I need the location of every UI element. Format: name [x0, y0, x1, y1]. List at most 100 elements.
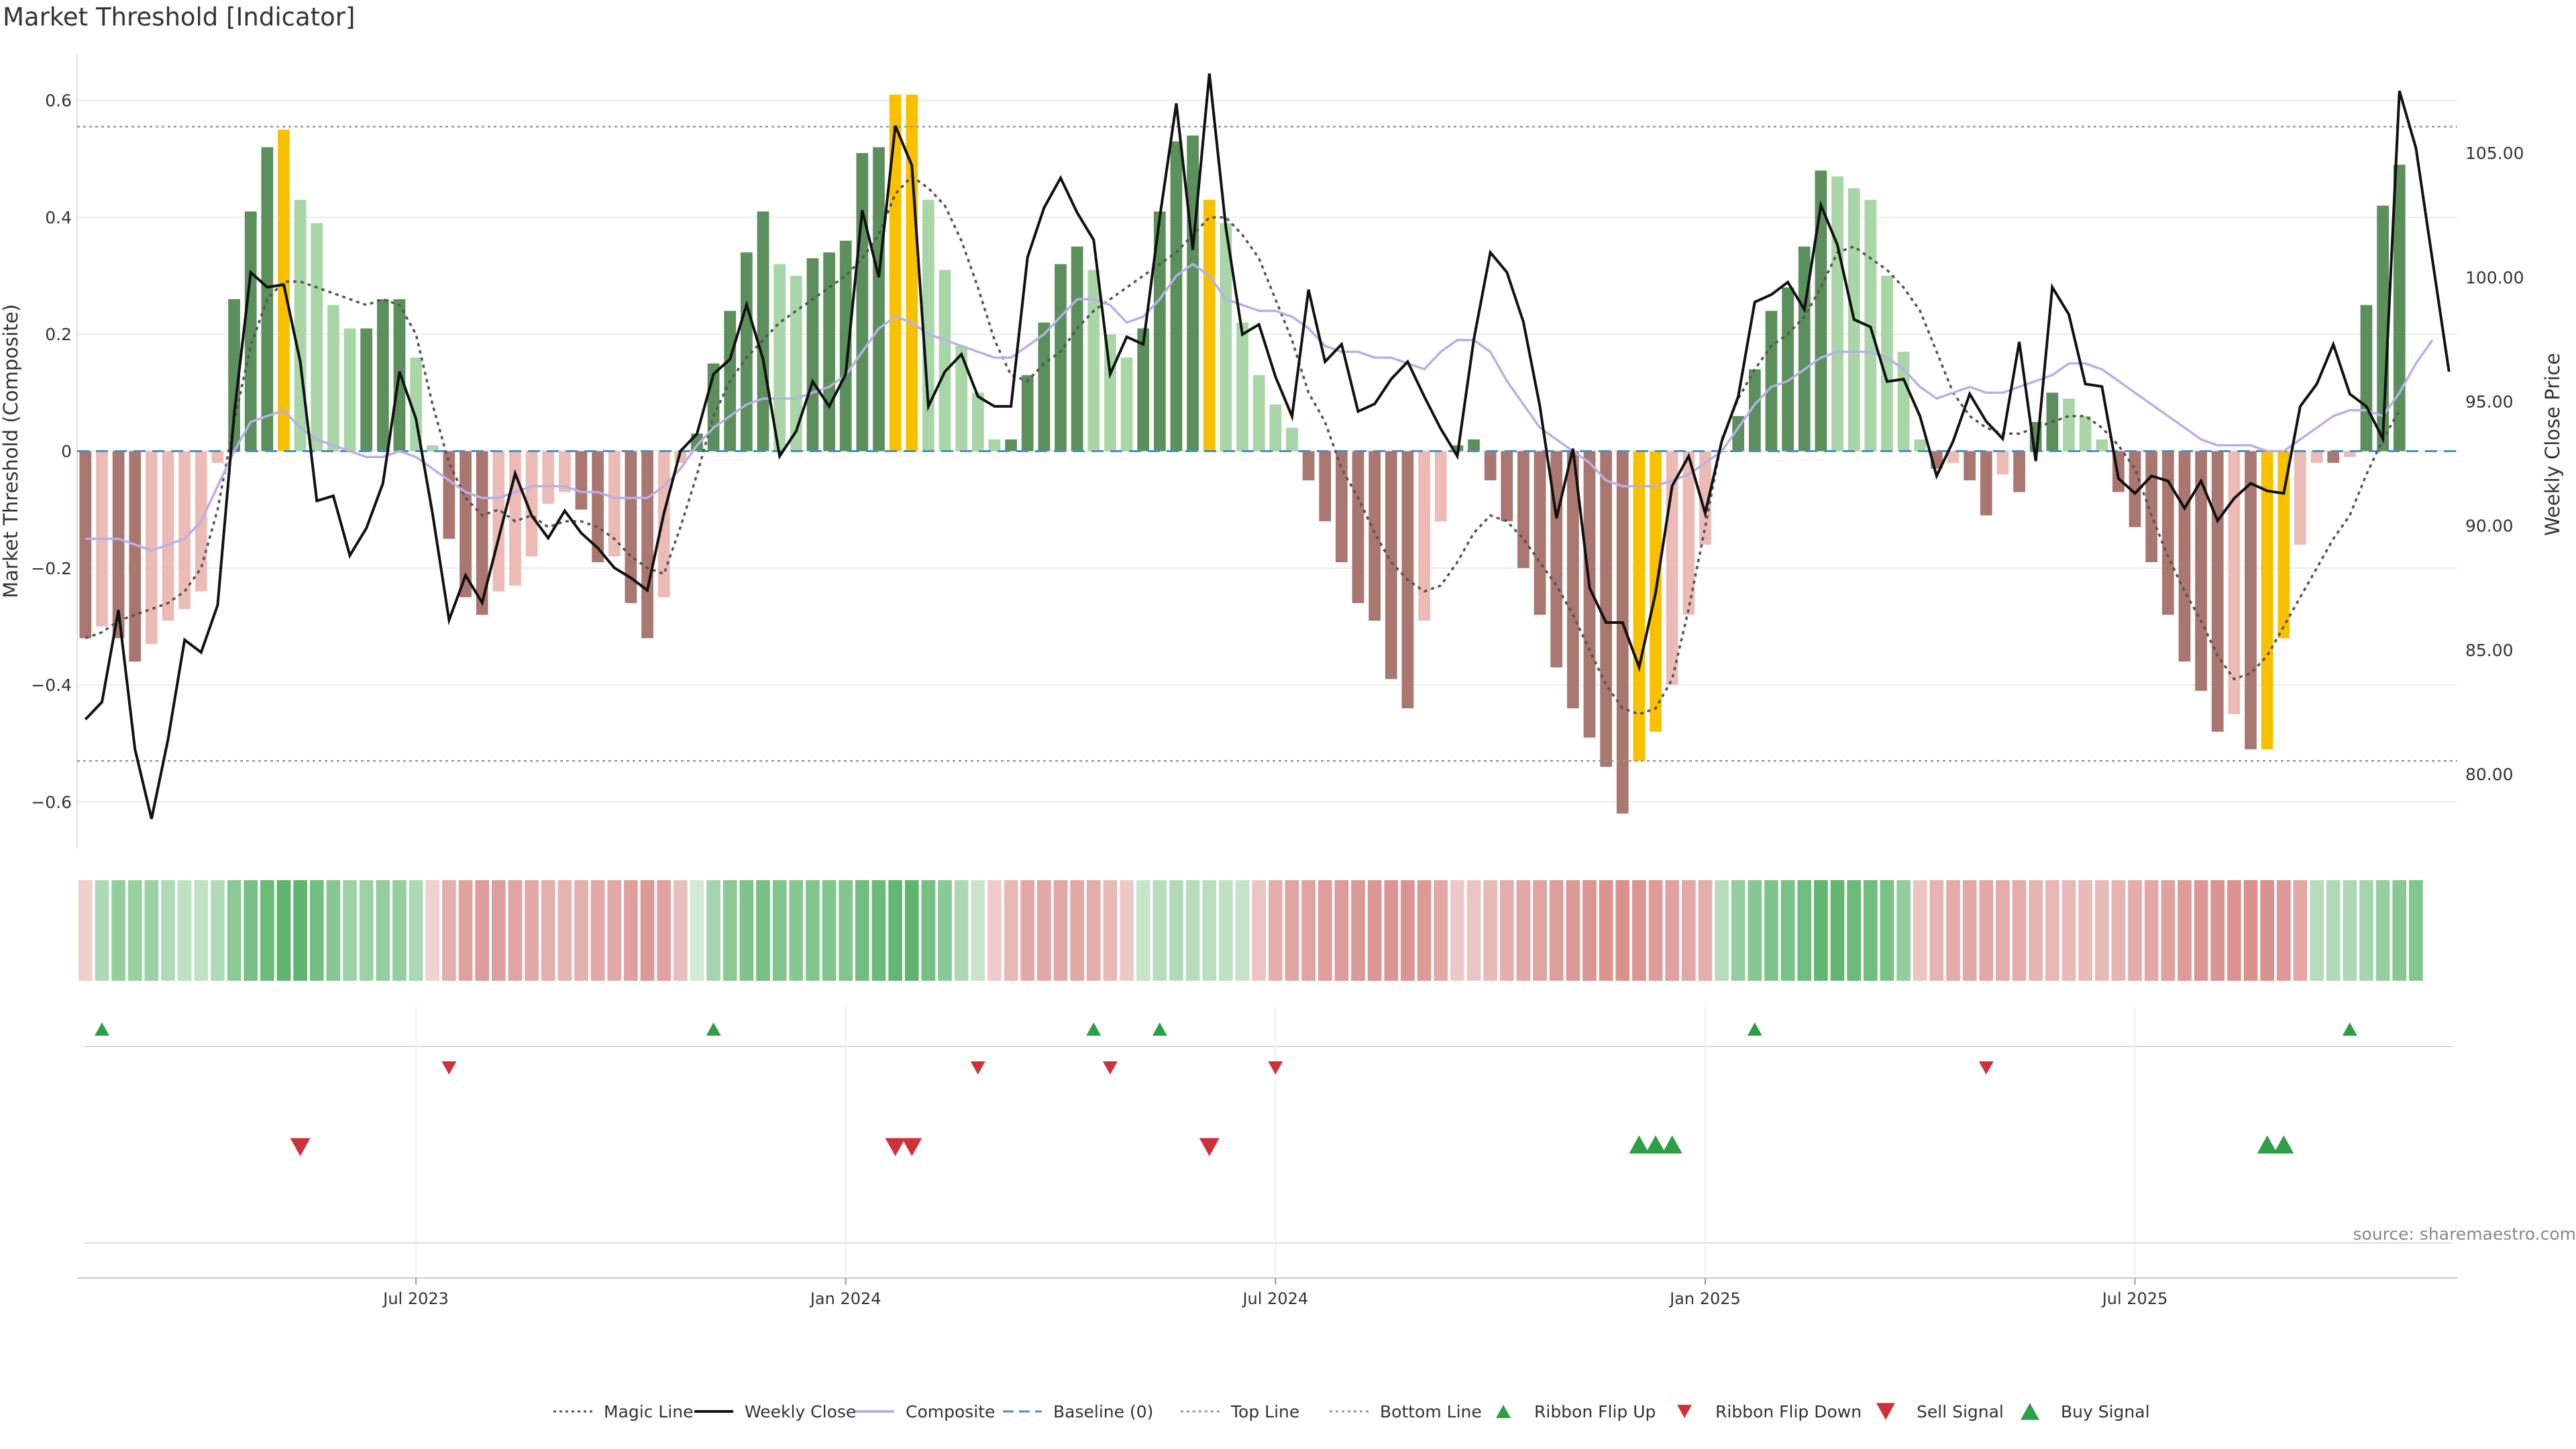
composite-bar [1996, 451, 2009, 475]
y-right-tick-label: 85.00 [2465, 641, 2514, 660]
composite-bar [1137, 328, 1150, 451]
heat-strip-cell [2210, 880, 2225, 981]
composite-bar [1699, 451, 1711, 545]
composite-bar [376, 299, 389, 451]
heat-strip-cell [1780, 880, 1795, 981]
heat-strip-cell [2194, 880, 2208, 981]
heat-strip-cell [2326, 880, 2341, 981]
heat-strip-cell [260, 880, 274, 981]
composite-bar [2327, 451, 2340, 463]
y-right-tick-label: 90.00 [2465, 517, 2514, 536]
composite-bar [1748, 369, 1761, 451]
composite-bar [856, 153, 869, 451]
y-left-tick-label: −0.6 [31, 792, 72, 812]
heat-strip-cell [2293, 880, 2308, 981]
composite-bar [1566, 451, 1579, 708]
heat-strip-cell [1929, 880, 1944, 981]
heat-strip-cell [640, 880, 655, 981]
legend-label: Magic Line [604, 1402, 694, 1421]
heat-strip-cell [1434, 880, 1448, 981]
heat-strip-cell [2178, 880, 2192, 981]
composite-line [85, 262, 2434, 552]
source-note: source: sharemaestro.com [2353, 1224, 2576, 1244]
composite-bar [1236, 322, 1248, 451]
heat-strip-cell [293, 880, 307, 981]
ribbon-flip-down-marker [1102, 1061, 1118, 1075]
heat-strip-cell [1499, 880, 1514, 981]
heat-strip-cell [690, 880, 704, 981]
heat-strip-cell [1120, 880, 1134, 981]
composite-bar [1534, 451, 1546, 615]
heat-strip-cell [1004, 880, 1018, 981]
heat-strip-cell [1053, 880, 1068, 981]
heat-strip-cell [309, 880, 324, 981]
composite-bar [476, 451, 488, 615]
x-tick-label: Jan 2024 [809, 1289, 881, 1308]
composite-bar [1352, 451, 1364, 604]
heat-strip-cell [1764, 880, 1778, 981]
composite-bar [608, 451, 621, 557]
composite-bar [757, 211, 769, 451]
heat-strip-cell [2343, 880, 2357, 981]
composite-bar [575, 451, 588, 510]
composite-bar [1501, 451, 1513, 522]
composite-bar [1782, 287, 1794, 451]
heat-strip-cell [1136, 880, 1150, 981]
composite-bar [1153, 211, 1166, 451]
heat-strip-cell [508, 880, 523, 981]
composite-bar [1964, 451, 1976, 481]
heat-strip-cell [1665, 880, 1680, 981]
heat-strip-cell [1466, 880, 1481, 981]
sell-signal-marker [290, 1138, 311, 1157]
composite-bar [2129, 451, 2141, 527]
composite-bar [2211, 451, 2224, 732]
heat-strip-cell [607, 880, 622, 981]
heat-strip-cell [1103, 880, 1118, 981]
heat-strip-cell [127, 880, 142, 981]
ribbon-flip-up-marker [1747, 1022, 1762, 1036]
heat-strip-cell [789, 880, 804, 981]
heat-strip-cell [2061, 880, 2076, 981]
heat-strip-cell [590, 880, 605, 981]
heat-strip-cell [541, 880, 555, 981]
heat-strip-cell [1599, 880, 1613, 981]
composite-bar [2195, 451, 2207, 691]
heat-strip-cell [1152, 880, 1167, 981]
composite-bar [2013, 451, 2025, 492]
composite-bar [1980, 451, 1992, 516]
heat-strip-cell [161, 880, 175, 981]
composite-bar [1831, 176, 1843, 451]
heat-strip-cell [2045, 880, 2059, 981]
heat-strip-cell [343, 880, 357, 981]
composite-bar [2178, 451, 2191, 662]
heat-strip-cell [1301, 880, 1316, 981]
y-right-tick-label: 105.00 [2465, 144, 2524, 163]
y-left-tick-label: 0.4 [45, 208, 72, 227]
x-tick-label: Jul 2025 [2101, 1289, 2168, 1308]
heat-strip-cell [244, 880, 258, 981]
heat-strip-cell [1252, 880, 1267, 981]
heat-strip-cell [739, 880, 754, 981]
heat-strip-cell [1549, 880, 1564, 981]
heat-strip-cell [1235, 880, 1250, 981]
composite-bar [657, 451, 670, 598]
heat-strip-cell [1450, 880, 1464, 981]
composite-bar [988, 439, 1001, 451]
legend-label: Ribbon Flip Up [1534, 1402, 1656, 1421]
y-left-tick-label: 0.6 [45, 91, 72, 111]
composite-bar [343, 328, 356, 451]
y-left-tick-label: 0.2 [45, 325, 72, 344]
heat-strip-cell [1847, 880, 1862, 981]
heat-strip-cell [1185, 880, 1200, 981]
heat-strip-cell [1896, 880, 1911, 981]
heat-strip-cell [1830, 880, 1845, 981]
composite-bar [410, 358, 422, 451]
heat-strip-cell [1615, 880, 1630, 981]
heat-strip-cell [2260, 880, 2275, 981]
legend-swatch [2021, 1403, 2039, 1420]
composite-bar [1120, 358, 1133, 451]
legend-label: Baseline (0) [1053, 1402, 1153, 1421]
buy-signal-marker [2257, 1135, 2277, 1154]
heat-strip-cell [1913, 880, 1927, 981]
